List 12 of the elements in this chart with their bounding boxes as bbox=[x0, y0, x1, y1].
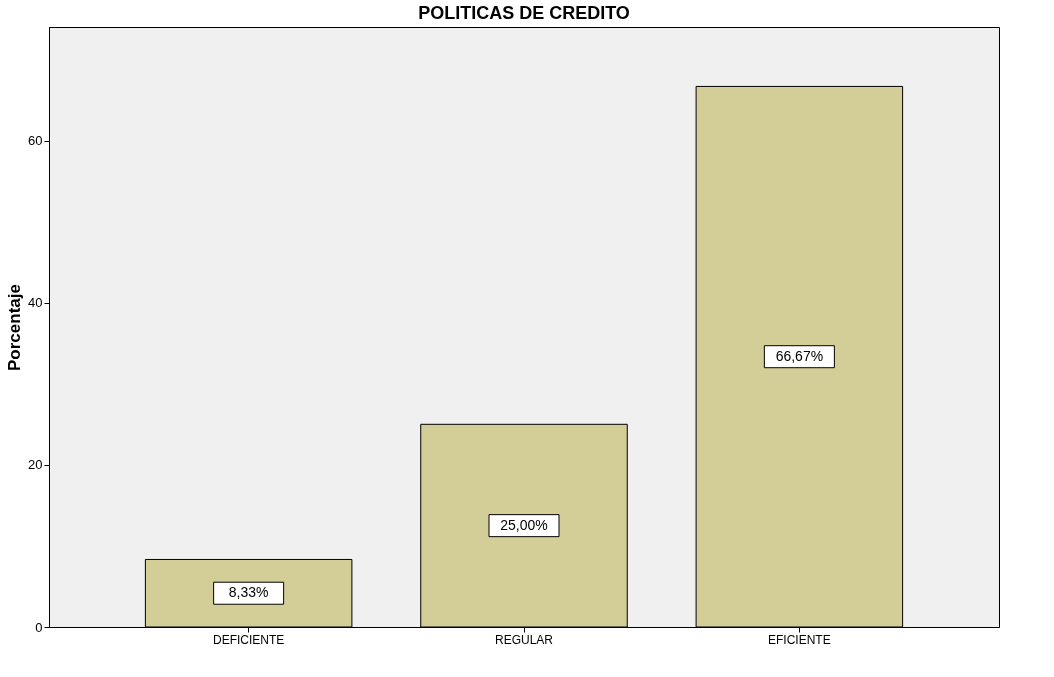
y-tick-label: 0 bbox=[35, 619, 43, 635]
y-tick-label: 20 bbox=[28, 457, 43, 473]
data-label: 25,00% bbox=[500, 516, 548, 533]
data-label: 8,33% bbox=[228, 584, 269, 601]
x-tick-label: EFICIENTE bbox=[768, 632, 831, 647]
data-label: 66,67% bbox=[775, 347, 824, 364]
y-tick-label: 60 bbox=[28, 133, 43, 149]
y-tick-label: 40 bbox=[28, 295, 43, 311]
chart-title: POLITICAS DE CREDITO bbox=[418, 3, 630, 23]
y-axis-title: Porcentaje bbox=[5, 284, 25, 371]
x-tick-label: REGULAR bbox=[494, 632, 554, 647]
x-tick-label: DEFICIENTE bbox=[212, 632, 285, 647]
